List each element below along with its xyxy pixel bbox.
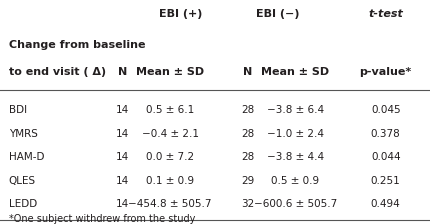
Text: QLES: QLES — [9, 176, 36, 186]
Text: 0.0 ± 7.2: 0.0 ± 7.2 — [146, 152, 194, 162]
Text: 14: 14 — [116, 152, 129, 162]
Text: to end visit ( Δ): to end visit ( Δ) — [9, 67, 105, 77]
Text: Mean ± SD: Mean ± SD — [136, 67, 204, 77]
Text: Change from baseline: Change from baseline — [9, 40, 145, 50]
Text: HAM-D: HAM-D — [9, 152, 44, 162]
Text: 0.045: 0.045 — [370, 105, 399, 115]
Text: LEDD: LEDD — [9, 199, 37, 209]
Text: *One subject withdrew from the study: *One subject withdrew from the study — [9, 214, 194, 224]
Text: 32: 32 — [241, 199, 254, 209]
Text: 0.044: 0.044 — [370, 152, 399, 162]
Text: 14: 14 — [116, 176, 129, 186]
Text: N: N — [118, 67, 127, 77]
Text: p-value*: p-value* — [359, 67, 411, 77]
Text: t-test: t-test — [368, 9, 402, 19]
Text: 29: 29 — [241, 176, 254, 186]
Text: 0.1 ± 0.9: 0.1 ± 0.9 — [146, 176, 194, 186]
Text: −3.8 ± 6.4: −3.8 ± 6.4 — [266, 105, 323, 115]
Text: −3.8 ± 4.4: −3.8 ± 4.4 — [266, 152, 323, 162]
Text: 0.5 ± 6.1: 0.5 ± 6.1 — [146, 105, 194, 115]
Text: 0.251: 0.251 — [370, 176, 400, 186]
Text: YMRS: YMRS — [9, 129, 37, 139]
Text: EBI (+): EBI (+) — [159, 9, 202, 19]
Text: −1.0 ± 2.4: −1.0 ± 2.4 — [266, 129, 323, 139]
Text: 0.494: 0.494 — [370, 199, 400, 209]
Text: 14: 14 — [116, 199, 129, 209]
Text: 0.5 ± 0.9: 0.5 ± 0.9 — [270, 176, 319, 186]
Text: −600.6 ± 505.7: −600.6 ± 505.7 — [253, 199, 336, 209]
Text: 28: 28 — [241, 105, 254, 115]
Text: 28: 28 — [241, 152, 254, 162]
Text: EBI (−): EBI (−) — [256, 9, 299, 19]
Text: −0.4 ± 2.1: −0.4 ± 2.1 — [141, 129, 198, 139]
Text: N: N — [243, 67, 252, 77]
Text: −454.8 ± 505.7: −454.8 ± 505.7 — [128, 199, 212, 209]
Text: Mean ± SD: Mean ± SD — [261, 67, 329, 77]
Text: 0.378: 0.378 — [370, 129, 400, 139]
Text: 28: 28 — [241, 129, 254, 139]
Text: 14: 14 — [116, 105, 129, 115]
Text: BDI: BDI — [9, 105, 27, 115]
Text: 14: 14 — [116, 129, 129, 139]
